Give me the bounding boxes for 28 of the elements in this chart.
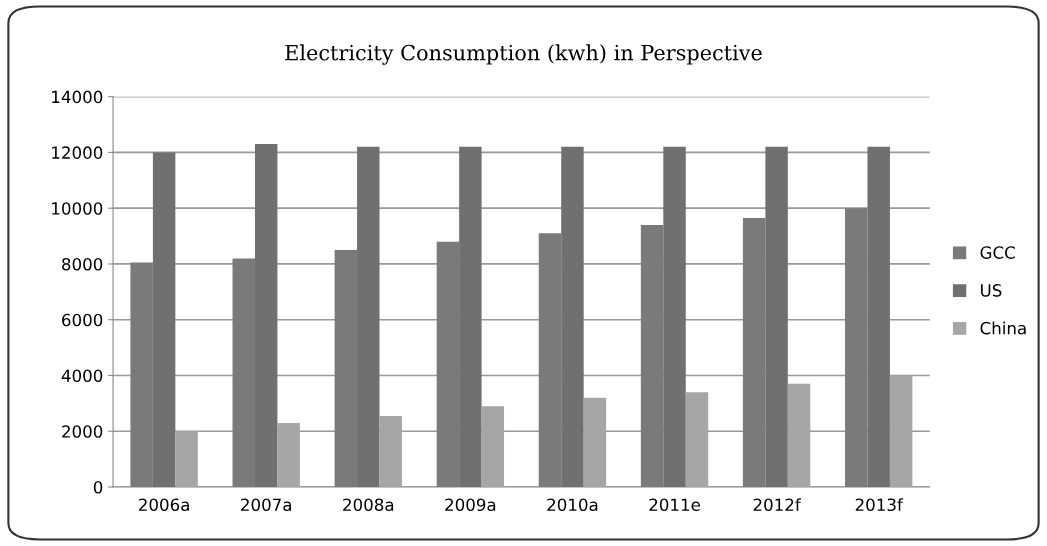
y-tick-label: 14000 xyxy=(52,90,103,104)
x-tick-label: 2013f xyxy=(855,498,904,512)
legend-label: US xyxy=(981,284,1002,297)
legend-label: GCC xyxy=(980,246,1015,259)
x-tick-label: 2012f xyxy=(753,498,802,512)
y-tick-label: 0 xyxy=(93,480,103,494)
x-tick-label: 2007a xyxy=(241,498,291,512)
chart-title: Electricity Consumption (kwh) in Perspective xyxy=(285,44,762,65)
x-tick-label: 2006a xyxy=(139,498,189,512)
y-tick-label: 2000 xyxy=(62,425,103,438)
bar xyxy=(787,383,811,488)
bar xyxy=(175,431,198,488)
y-tick-label: 6000 xyxy=(62,313,103,327)
bar xyxy=(685,392,709,488)
y-tick-label: 10000 xyxy=(52,202,103,215)
x-tick-label: 2008a xyxy=(343,498,394,512)
bar xyxy=(583,397,607,488)
x-tick-label: 2009a xyxy=(445,498,496,512)
y-tick-label: 4000 xyxy=(61,369,103,383)
y-tick-label: 12000 xyxy=(52,146,103,159)
x-tick-label: 2011e xyxy=(649,498,700,512)
x-tick-label: 2010a xyxy=(547,498,598,512)
bar xyxy=(277,422,300,488)
bar xyxy=(889,375,913,488)
legend-label: China xyxy=(980,321,1026,335)
y-tick-label: 8000 xyxy=(62,257,103,271)
bar xyxy=(379,415,402,488)
bar xyxy=(481,406,505,488)
